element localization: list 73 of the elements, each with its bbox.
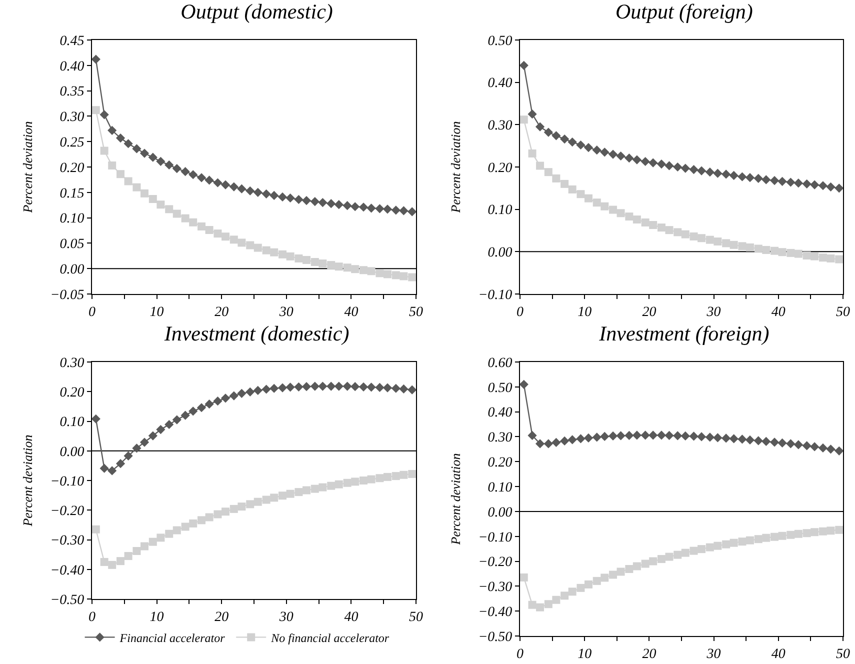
y-tick-label: 0.10 [488, 203, 512, 218]
y-tick-label: 0.15 [60, 186, 84, 202]
x-tick-label: 30 [706, 646, 721, 662]
y-tick-label: 0.30 [60, 110, 84, 126]
y-axis-title: Percent deviation [448, 453, 464, 546]
y-tick-label: −0.30 [478, 580, 512, 596]
y-tick-label: −0.50 [50, 592, 84, 608]
x-tick-label: 10 [150, 610, 164, 625]
chart-title: Investment (domestic) [163, 322, 350, 346]
y-tick-label: 0.60 [488, 356, 512, 371]
y-tick-label: 0.30 [488, 118, 512, 134]
x-tick-label: 30 [278, 610, 294, 625]
chart-title: Investment (foreign) [598, 322, 770, 346]
x-tick-label: 10 [150, 304, 164, 320]
y-tick-label: −0.10 [478, 288, 512, 303]
y-tick-label: −0.40 [478, 604, 512, 620]
y-tick-label: 0.40 [60, 59, 84, 74]
x-tick-label: 0 [516, 646, 524, 662]
y-tick-label: 0.40 [488, 76, 512, 92]
y-axis-title: Percent deviation [448, 121, 464, 214]
y-tick-label: 0.35 [60, 84, 84, 100]
y-tick-label: 0.20 [60, 160, 84, 176]
x-tick-label: 10 [578, 304, 592, 320]
y-tick-label: −0.10 [478, 530, 512, 546]
y-tick-label: 0.50 [488, 34, 512, 49]
legend-label: Financial accelerator [118, 630, 226, 645]
x-tick-label: 20 [214, 304, 229, 320]
x-tick-label: 40 [344, 610, 358, 625]
x-tick-label: 30 [278, 304, 294, 320]
y-tick-label: 0.10 [60, 415, 84, 430]
x-tick-label: 20 [642, 304, 656, 320]
x-tick-label: 50 [409, 304, 423, 320]
y-tick-label: 0.00 [60, 444, 84, 460]
y-tick-label: 0.30 [60, 356, 84, 371]
y-tick-label: −0.10 [50, 474, 84, 490]
x-tick-label: 50 [409, 610, 423, 625]
y-tick-label: 0.05 [60, 237, 84, 252]
y-tick-label: 0.20 [60, 386, 84, 401]
x-tick-label: 40 [771, 646, 786, 662]
x-tick-label: 0 [88, 610, 96, 625]
y-axis-title: Percent deviation [20, 434, 36, 528]
x-tick-label: 40 [344, 304, 358, 320]
x-tick-label: 50 [836, 646, 850, 662]
y-tick-label: 0.20 [488, 160, 512, 176]
y-tick-label: −0.20 [478, 555, 512, 570]
y-tick-label: 0.40 [488, 406, 512, 421]
x-tick-label: 40 [771, 304, 786, 320]
chart-title: Output (domestic) [180, 0, 333, 24]
x-tick-label: 0 [516, 304, 524, 320]
x-tick-label: 30 [706, 304, 721, 320]
chart-title: Output (foreign) [615, 0, 753, 24]
y-tick-label: 0.10 [60, 212, 84, 227]
y-tick-label: 0.45 [60, 34, 84, 49]
y-tick-label: 0.50 [488, 380, 512, 396]
y-tick-label: −0.20 [50, 504, 84, 520]
y-tick-label: 0.10 [488, 480, 512, 496]
y-tick-label: −0.50 [478, 630, 512, 645]
x-tick-label: 50 [836, 304, 850, 320]
y-tick-label: −0.05 [50, 288, 84, 303]
legend-label: No financial accelerator [270, 630, 390, 645]
x-tick-label: 10 [578, 646, 592, 662]
y-tick-label: 0.00 [488, 246, 512, 261]
y-tick-label: 0.00 [488, 505, 512, 520]
x-tick-label: 0 [88, 304, 96, 320]
y-tick-label: 0.20 [488, 456, 512, 471]
y-axis-title: Percent deviation [20, 121, 36, 214]
x-tick-label: 20 [214, 610, 229, 625]
y-tick-label: −0.30 [50, 534, 84, 549]
x-tick-label: 20 [642, 646, 656, 662]
y-tick-label: 0.00 [60, 262, 84, 278]
y-tick-label: 0.25 [60, 136, 84, 150]
y-tick-label: 0.30 [488, 430, 512, 446]
y-tick-label: −0.40 [50, 563, 84, 578]
